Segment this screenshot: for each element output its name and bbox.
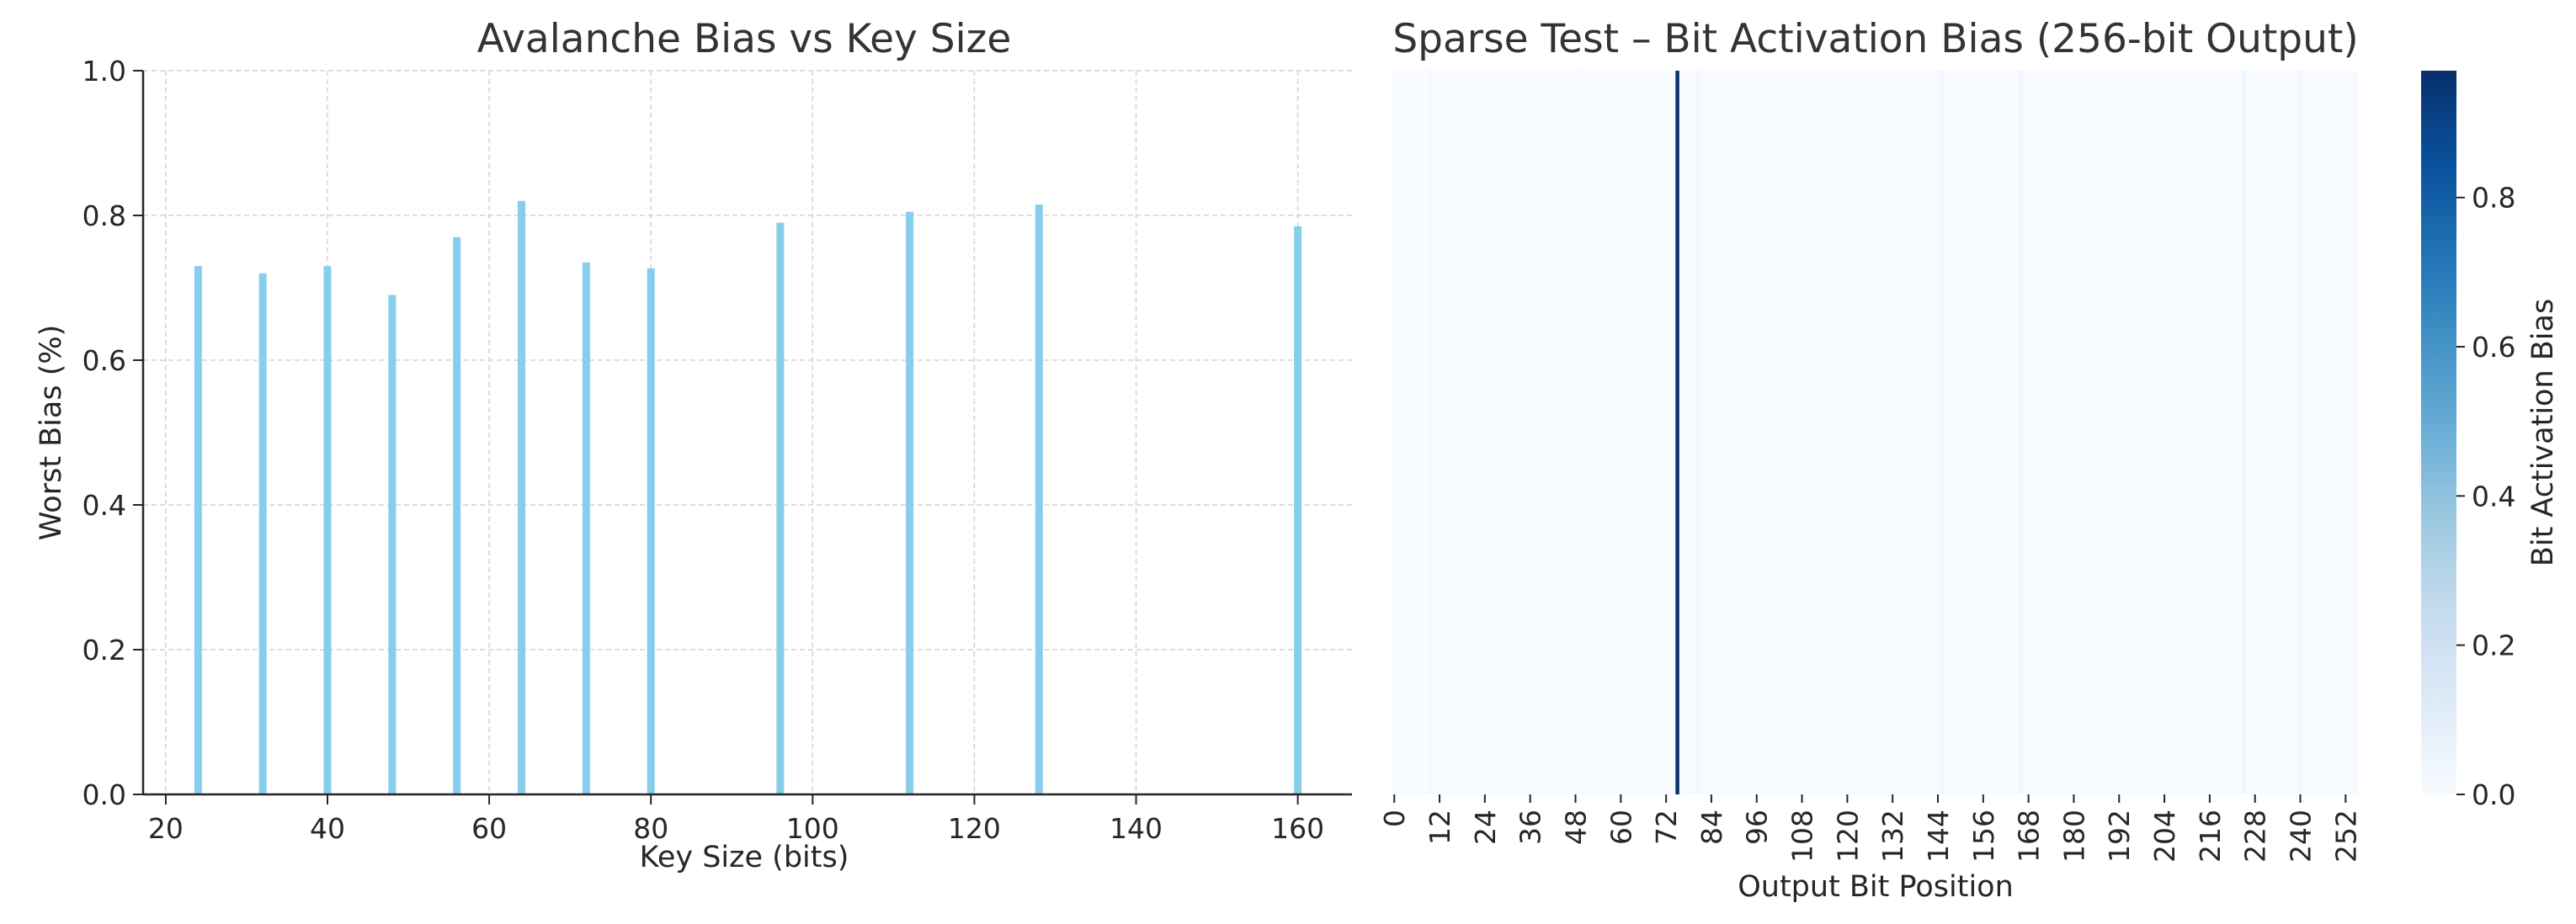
bar-chart-y-tick-label: 0.6 (82, 344, 126, 377)
heatmap-x-tick-label: 72 (1650, 810, 1683, 845)
colorbar-tick-label: 0.8 (2472, 182, 2515, 215)
heatmap-x-tick-label: 48 (1559, 810, 1592, 845)
bar-chart-x-tick-label: 80 (633, 812, 668, 845)
heatmap-cell (1675, 71, 1679, 794)
bar (258, 273, 267, 794)
heatmap-x-tick-label: 180 (2057, 810, 2090, 863)
colorbar-ticks: 0.0 0.2 0.4 0.6 0.8 (2456, 182, 2515, 811)
heatmap-x-tick-label: 60 (1605, 810, 1637, 845)
colorbar-gradient (2421, 71, 2456, 794)
colorbar-tick-label: 0.6 (2472, 331, 2515, 364)
heatmap-x-tick-label: 24 (1469, 810, 1502, 845)
bar (1294, 226, 1302, 794)
bar-chart-y-tick-label: 0.8 (82, 199, 126, 232)
bar-chart-avalanche: Avalanche Bias vs Key Size 20 40 60 80 100 12… (35, 16, 1352, 874)
heatmap-x-tick-label: 204 (2148, 810, 2181, 863)
heatmap-title: Sparse Test – Bit Activation Bias (256-b… (1392, 16, 2358, 62)
bar-chart-y-ticks: 0.0 0.2 0.4 0.6 0.8 1.0 (82, 55, 143, 811)
heatmap-background (1392, 71, 2359, 794)
heatmap-x-ticks: 0 12 24 36 48 60 72 84 96 108 120 132 144 156 168 180 19… (1378, 794, 2362, 863)
heatmap-x-tick-label: 216 (2194, 810, 2227, 863)
colorbar: 0.0 0.2 0.4 0.6 0.8 Bit Activation Bias (2421, 71, 2560, 811)
colorbar-tick-label: 0.4 (2472, 480, 2515, 512)
bar (582, 262, 590, 794)
colorbar-label: Bit Activation Bias (2526, 299, 2560, 566)
heatmap-cell (2298, 71, 2302, 794)
bar-chart-x-tick-label: 60 (471, 812, 507, 845)
bar-chart-bars (194, 200, 1302, 795)
heatmap-cell (1581, 71, 1585, 794)
colorbar-tick-label: 0.0 (2472, 778, 2515, 811)
bar-chart-y-tick-label: 0.0 (82, 778, 126, 811)
heatmap-x-tick-label: 36 (1514, 810, 1547, 845)
heatmap-cell (1940, 71, 1944, 794)
heatmap-x-tick-label: 84 (1695, 810, 1728, 845)
bar (453, 236, 461, 794)
bar-chart-x-tick-label: 40 (310, 812, 345, 845)
heatmap-x-tick-label: 168 (2013, 810, 2046, 863)
bar (906, 211, 914, 794)
bar-chart-x-tick-label: 120 (948, 812, 1001, 845)
heatmap-x-tick-label: 156 (1967, 810, 2000, 863)
heatmap-x-tick-label: 132 (1876, 810, 1909, 863)
colorbar-tick-label: 0.2 (2472, 629, 2515, 662)
heatmap-cell (2241, 71, 2246, 794)
heatmap-x-tick-label: 12 (1424, 810, 1456, 845)
bar-chart-x-label: Key Size (bits) (640, 841, 849, 874)
bar-chart-y-tick-label: 1.0 (82, 55, 126, 88)
heatmap-x-tick-label: 192 (2103, 810, 2136, 863)
heatmap-cells (1429, 71, 2302, 794)
bar (323, 266, 332, 794)
heatmap-x-tick-label: 144 (1922, 810, 1955, 863)
bar (647, 268, 655, 794)
heatmap-x-tick-label: 96 (1741, 810, 1774, 845)
bar (388, 295, 397, 795)
bar-chart-x-tick-label: 160 (1271, 812, 1324, 845)
bar-chart-x-tick-label: 140 (1110, 812, 1163, 845)
bar-chart-y-label: Worst Bias (%) (35, 325, 68, 541)
bar-chart-title: Avalanche Bias vs Key Size (477, 16, 1012, 62)
bar (518, 200, 526, 795)
bar (194, 266, 202, 794)
heatmap-x-tick-label: 120 (1831, 810, 1864, 863)
bar-chart-y-tick-label: 0.2 (82, 634, 126, 666)
bar-chart-y-tick-label: 0.4 (82, 489, 126, 522)
heatmap-x-tick-label: 108 (1786, 810, 1819, 863)
heatmap-x-tick-label: 228 (2239, 810, 2272, 863)
heatmap-cell (2019, 71, 2023, 794)
heatmap-sparse-test: Sparse Test – Bit Activation Bias (256-b… (1378, 16, 2362, 904)
heatmap-x-tick-label: 240 (2284, 810, 2317, 863)
bar (1035, 204, 1043, 795)
heatmap-cell (1694, 71, 1699, 794)
heatmap-x-label: Output Bit Position (1738, 870, 2014, 904)
bar (776, 222, 785, 795)
heatmap-x-tick-label: 0 (1378, 810, 1411, 827)
bar-chart-x-tick-label: 20 (148, 812, 184, 845)
heatmap-cell (1429, 71, 1434, 794)
heatmap-x-tick-label: 252 (2329, 810, 2362, 863)
bar-chart-x-tick-label: 100 (786, 812, 839, 845)
bar-chart-x-ticks: 20 40 60 80 100 120 140 160 (148, 794, 1324, 845)
